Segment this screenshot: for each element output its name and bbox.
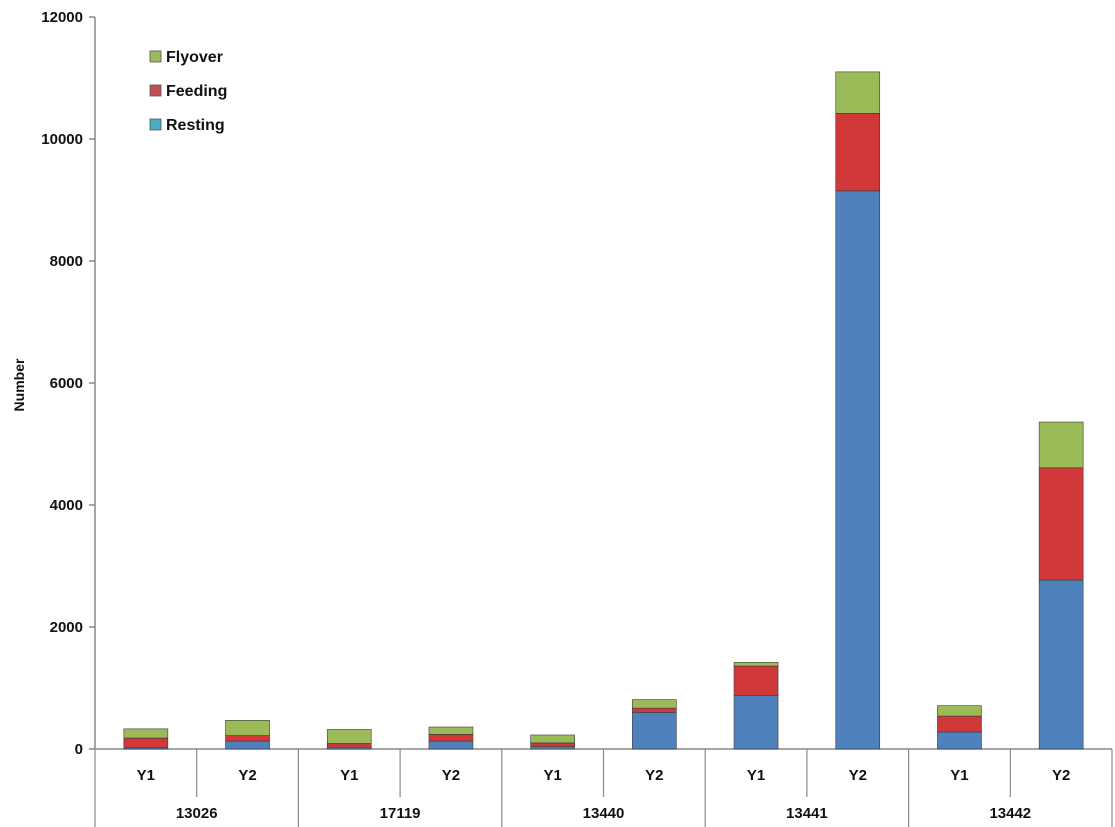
- y-axis-title-group: Number: [11, 358, 27, 411]
- legend-label: Feeding: [166, 83, 227, 100]
- bar-segment-flyover: [225, 720, 270, 736]
- bar-segment-resting: [1038, 579, 1084, 750]
- y-tick-label: 4000: [50, 497, 83, 514]
- bar-segment-resting: [428, 740, 474, 750]
- bar-segment-feeding: [225, 735, 270, 742]
- bar-segment-flyover: [428, 726, 474, 735]
- y-axis-title: Number: [11, 358, 27, 411]
- x-group-label: 17119: [380, 805, 421, 822]
- y-tick-label: 6000: [50, 375, 83, 392]
- legend-swatch: [149, 118, 162, 131]
- x-category-label: Y1: [950, 767, 968, 784]
- x-category-label: Y2: [849, 767, 867, 784]
- bar-segment-feeding: [835, 113, 881, 192]
- x-category-label: Y1: [543, 767, 561, 784]
- x-group-label: 13442: [989, 805, 1031, 822]
- y-tick-label: 12000: [41, 9, 83, 26]
- bar-segment-feeding: [428, 734, 474, 742]
- bar-segment-resting: [937, 731, 982, 750]
- bar-segment-flyover: [733, 662, 779, 667]
- y-tick-label: 2000: [50, 619, 83, 636]
- x-group-label: 13441: [786, 805, 828, 822]
- x-category-label: Y2: [1052, 767, 1070, 784]
- bar-segment-feeding: [123, 737, 169, 749]
- bar-segment-flyover: [1038, 421, 1084, 469]
- bar-segment-resting: [733, 695, 779, 750]
- y-tick-label: 0: [75, 741, 83, 758]
- x-category-label: Y1: [340, 767, 358, 784]
- bar-segment-feeding: [1038, 467, 1084, 581]
- legend-swatch: [149, 84, 162, 97]
- bar-segment-flyover: [123, 728, 169, 739]
- x-category-label: Y2: [238, 767, 256, 784]
- x-axis-labels: Y1 Y2 Y1 Y2 Y1 Y2 Y1 Y2 Y1 Y2 13026 17119 13440 13441…: [137, 767, 1071, 822]
- bar-segment-feeding: [632, 707, 677, 713]
- x-category-label: Y2: [442, 767, 460, 784]
- y-tick-label: 10000: [41, 131, 83, 148]
- bar-segment-feeding: [326, 743, 372, 748]
- bar-segment-resting: [835, 190, 881, 750]
- y-tick-label: 8000: [50, 253, 83, 270]
- x-category-label: Y1: [137, 767, 155, 784]
- legend: Flyover Feeding Resting: [149, 49, 227, 134]
- bar-segment-flyover: [835, 71, 881, 114]
- bar-segment-resting: [530, 746, 575, 750]
- x-group-label: 13440: [583, 805, 625, 822]
- bar-segment-feeding: [530, 742, 575, 747]
- x-category-label: Y2: [645, 767, 663, 784]
- bar-segment-feeding: [733, 665, 779, 696]
- bar-segment-flyover: [530, 734, 575, 744]
- bar-segment-flyover: [937, 705, 982, 717]
- bar-segment-feeding: [937, 715, 982, 733]
- x-group-label: 13026: [176, 805, 218, 822]
- bar-segment-flyover: [326, 729, 372, 744]
- legend-label: Resting: [166, 117, 225, 134]
- bar-segment-resting: [225, 740, 270, 750]
- bar-segment-flyover: [632, 699, 677, 709]
- legend-label: Flyover: [166, 49, 223, 66]
- legend-swatch: [149, 50, 162, 63]
- x-category-label: Y1: [747, 767, 765, 784]
- bar-segment-resting: [632, 712, 677, 750]
- bars: [123, 71, 1084, 750]
- axes: 0 2000 4000 6000 8000 10000 12000: [41, 9, 1113, 827]
